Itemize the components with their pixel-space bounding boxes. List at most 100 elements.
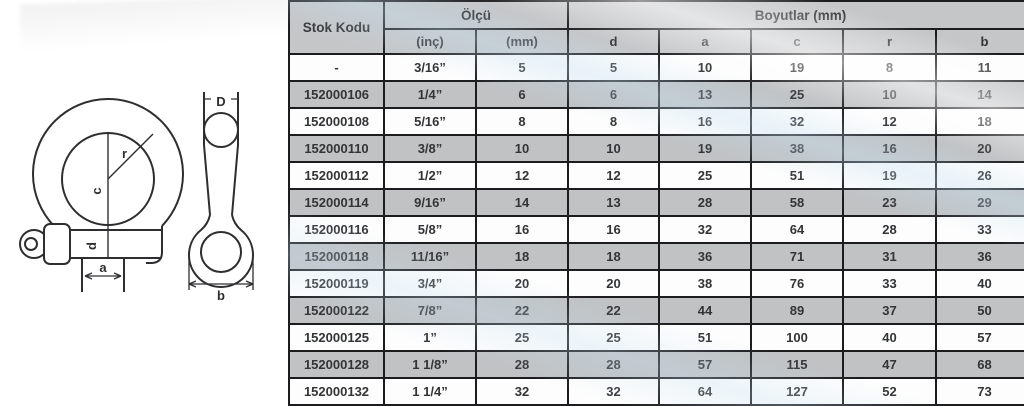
table-row: 152000125 1” 25 25 51 100 40 57 — [288, 323, 1024, 352]
value-cell: 6 — [474, 80, 570, 109]
header-r: r — [842, 28, 938, 55]
table-row: 152000108 5/16” 8 8 16 32 12 18 — [288, 107, 1024, 136]
side-eye-outline — [188, 214, 254, 288]
header-inch: (inç) — [383, 28, 477, 55]
value-cell: 26 — [935, 161, 1024, 190]
value-cell: 14 — [935, 80, 1024, 109]
value-cell: 51 — [750, 161, 845, 190]
stok-kodu-cell: 152000132 — [288, 377, 385, 406]
value-cell: 32 — [474, 377, 570, 406]
value-cell: 20 — [474, 269, 570, 298]
table-row: 152000119 3/4” 20 20 38 76 33 40 — [288, 269, 1024, 298]
value-cell: 100 — [750, 323, 845, 352]
value-cell: 10 — [474, 134, 570, 163]
table-row: 152000112 1/2” 12 12 25 51 19 26 — [288, 161, 1024, 190]
label-b: b — [217, 288, 225, 303]
value-cell: 64 — [750, 215, 845, 244]
shackle-drawing: r c d a D b — [19, 92, 254, 303]
value-cell: 31 — [842, 242, 938, 271]
value-cell: 22 — [567, 296, 661, 325]
value-cell: 10 — [842, 80, 938, 109]
stok-kodu-cell: 152000118 — [288, 242, 385, 271]
value-cell: 6 — [567, 80, 661, 109]
value-cell: 7/8” — [383, 296, 477, 325]
value-cell: 32 — [658, 215, 753, 244]
value-cell: 1 1/4” — [383, 377, 477, 406]
side-right-edge — [231, 92, 239, 216]
shackle-diagram: r c d a D b — [0, 0, 288, 406]
stok-kodu-cell: 152000112 — [288, 161, 385, 190]
value-cell: 71 — [750, 242, 845, 271]
header-c: c — [750, 28, 845, 55]
value-cell: 18 — [935, 107, 1024, 136]
value-cell: 1/2” — [383, 161, 477, 190]
size-table: Stok Kodu Ölçü Boyutlar (mm) (inç) (mm) … — [288, 0, 1024, 406]
value-cell: 28 — [567, 350, 661, 379]
value-cell: 9/16” — [383, 188, 477, 217]
value-cell: 25 — [750, 80, 845, 109]
side-eye-hole — [200, 231, 242, 273]
value-cell: 33 — [935, 215, 1024, 244]
value-cell: 11/16” — [383, 242, 477, 271]
value-cell: 19 — [658, 134, 753, 163]
table-row: 152000122 7/8” 22 22 44 89 37 50 — [288, 296, 1024, 325]
value-cell: 10 — [567, 134, 661, 163]
value-cell: 33 — [842, 269, 938, 298]
label-c: c — [89, 187, 104, 194]
value-cell: 12 — [567, 161, 661, 190]
label-D: D — [216, 94, 225, 109]
table-row: 152000132 1 1/4” 32 32 64 127 52 73 — [288, 377, 1024, 406]
value-cell: 89 — [750, 296, 845, 325]
value-cell: 8 — [842, 53, 938, 82]
value-cell: 64 — [658, 377, 753, 406]
value-cell: 38 — [658, 269, 753, 298]
value-cell: 25 — [567, 323, 661, 352]
value-cell: 3/4” — [383, 269, 477, 298]
value-cell: 32 — [750, 107, 845, 136]
pin-head — [43, 223, 71, 265]
stok-kodu-cell: - — [288, 53, 385, 82]
value-cell: 25 — [658, 161, 753, 190]
value-cell: 28 — [474, 350, 570, 379]
value-cell: 5 — [474, 53, 570, 82]
value-cell: 16 — [567, 215, 661, 244]
header-d: d — [567, 28, 661, 55]
size-table-area: Stok Kodu Ölçü Boyutlar (mm) (inç) (mm) … — [288, 0, 1024, 406]
stok-kodu-cell: 152000122 — [288, 296, 385, 325]
value-cell: 19 — [842, 161, 938, 190]
stok-kodu-cell: 152000110 — [288, 134, 385, 163]
side-left-edge — [203, 92, 211, 216]
table-row: 152000118 11/16” 18 18 36 71 31 36 — [288, 242, 1024, 271]
shackle-side-view — [188, 92, 254, 290]
radius-line — [107, 133, 154, 180]
value-cell: 28 — [842, 215, 938, 244]
b-dimension-line — [188, 280, 254, 288]
value-cell: 37 — [842, 296, 938, 325]
table-row: 152000110 3/8” 10 10 19 38 16 20 — [288, 134, 1024, 163]
value-cell: 57 — [935, 323, 1024, 352]
value-cell: 19 — [750, 53, 845, 82]
header-a: a — [658, 28, 753, 55]
value-cell: 68 — [935, 350, 1024, 379]
value-cell: 76 — [750, 269, 845, 298]
value-cell: 115 — [750, 350, 845, 379]
value-cell: 73 — [935, 377, 1024, 406]
value-cell: 44 — [658, 296, 753, 325]
value-cell: 5 — [567, 53, 661, 82]
bow-outline — [32, 98, 184, 227]
value-cell: 18 — [567, 242, 661, 271]
value-cell: 1/4” — [383, 80, 477, 109]
stok-kodu-cell: 152000106 — [288, 80, 385, 109]
table-row: 152000114 9/16” 14 13 28 58 23 29 — [288, 188, 1024, 217]
value-cell: 40 — [935, 269, 1024, 298]
a-dimension-line — [84, 272, 122, 280]
value-cell: 11 — [935, 53, 1024, 82]
stok-kodu-cell: 152000114 — [288, 188, 385, 217]
value-cell: 32 — [567, 377, 661, 406]
value-cell: 1 1/8” — [383, 350, 477, 379]
value-cell: 1” — [383, 323, 477, 352]
value-cell: 29 — [935, 188, 1024, 217]
pin-ear-hole — [24, 237, 38, 251]
value-cell: 57 — [658, 350, 753, 379]
value-cell: 16 — [658, 107, 753, 136]
